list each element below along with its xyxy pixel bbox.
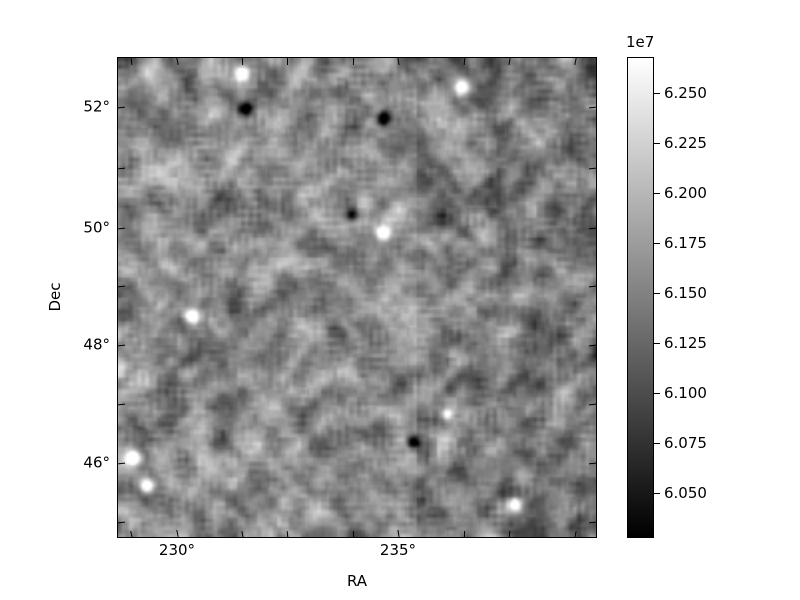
sky-heatmap-image bbox=[118, 58, 596, 537]
y-axis-tick-label: 52° bbox=[83, 97, 110, 116]
colorbar-tick-label: 6.075 bbox=[664, 434, 707, 452]
colorbar-tick bbox=[654, 293, 660, 294]
colorbar-tick bbox=[654, 443, 660, 444]
colorbar-tick bbox=[654, 143, 660, 144]
x-axis-tick bbox=[287, 58, 288, 65]
colorbar-tick-label: 6.225 bbox=[664, 134, 707, 152]
colorbar-tick-label: 6.125 bbox=[664, 334, 707, 352]
colorbar-tick bbox=[654, 93, 660, 94]
colorbar-tick bbox=[654, 493, 660, 494]
x-axis-tick bbox=[352, 530, 355, 539]
colorbar-tick-label: 6.150 bbox=[664, 284, 707, 302]
y-axis-tick-label: 46° bbox=[83, 453, 110, 472]
colorbar-tick bbox=[654, 193, 660, 194]
y-axis-title: Dec bbox=[46, 282, 64, 312]
x-axis-tick-label: 235° bbox=[379, 541, 417, 559]
colorbar-tick-label: 6.250 bbox=[664, 84, 707, 102]
sky-image-axes[interactable] bbox=[117, 57, 597, 538]
colorbar-gradient bbox=[628, 58, 653, 537]
x-axis-title: RA bbox=[346, 572, 368, 590]
colorbar-tick bbox=[654, 343, 660, 344]
colorbar-axes[interactable] bbox=[627, 57, 654, 538]
x-axis-tick-label: 230° bbox=[158, 541, 196, 559]
y-axis-tick-label: 50° bbox=[83, 218, 110, 237]
colorbar-tick-label: 6.050 bbox=[664, 484, 707, 502]
colorbar-tick bbox=[654, 243, 660, 244]
colorbar-offset-text: 1e7 bbox=[626, 33, 655, 51]
colorbar-tick bbox=[654, 393, 660, 394]
colorbar-tick-label: 6.175 bbox=[664, 234, 707, 252]
colorbar-tick-label: 6.200 bbox=[664, 184, 707, 202]
y-axis-tick-label: 48° bbox=[83, 335, 110, 354]
colorbar-tick-label: 6.100 bbox=[664, 384, 707, 402]
